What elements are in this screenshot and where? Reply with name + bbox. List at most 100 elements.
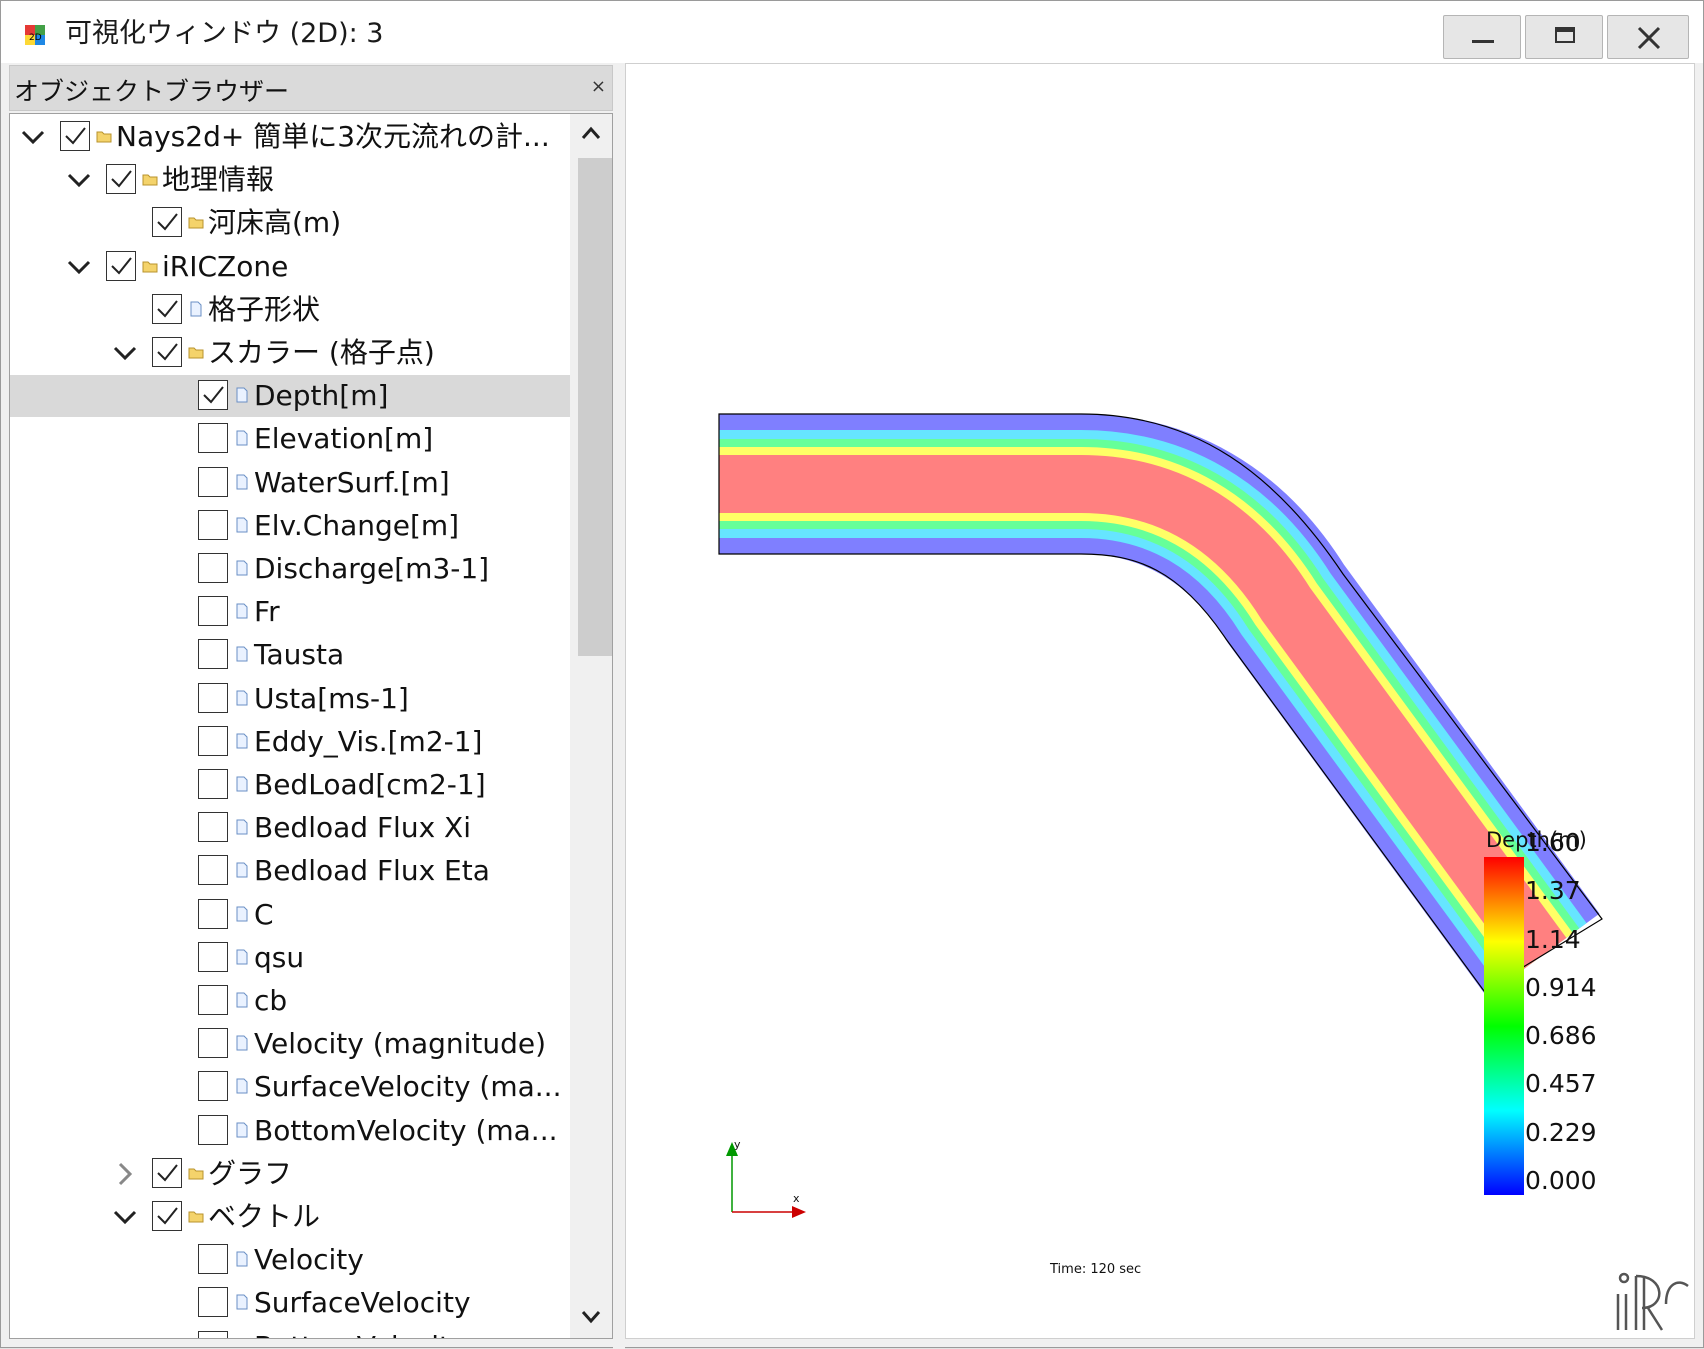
- tree-item-checkbox[interactable]: [106, 164, 136, 195]
- chevron-down-icon[interactable]: [112, 340, 138, 366]
- tree-item-label: Depth[m]: [254, 379, 389, 413]
- object-browser-close-button[interactable]: ×: [590, 76, 606, 97]
- tree-item-checkbox[interactable]: [198, 1028, 228, 1059]
- tree-item-label: 格子形状: [208, 292, 321, 326]
- tree-item[interactable]: Fr: [10, 591, 570, 633]
- tree-item[interactable]: Depth[m]: [10, 375, 570, 418]
- tree-item[interactable]: Bedload Flux Xi: [10, 807, 570, 849]
- tree-item[interactable]: WaterSurf.[m]: [10, 462, 570, 504]
- tree-item[interactable]: cb: [10, 980, 570, 1022]
- tree-item-label: Usta[ms-1]: [254, 681, 409, 715]
- tree-item[interactable]: 河床高(m): [10, 202, 570, 244]
- tree-item[interactable]: Usta[ms-1]: [10, 678, 570, 720]
- tree-item[interactable]: iRICZone: [10, 246, 570, 288]
- document-icon: [236, 906, 248, 922]
- tree-item[interactable]: C: [10, 894, 570, 936]
- tree-item-checkbox[interactable]: [198, 509, 228, 540]
- chevron-down-icon[interactable]: [20, 124, 46, 150]
- title-bar[interactable]: 2D 可視化ウィンドウ (2D): 3: [1, 1, 1703, 63]
- tree-item[interactable]: Elv.Change[m]: [10, 505, 570, 547]
- tree-item-checkbox[interactable]: [106, 250, 136, 281]
- chevron-right-icon[interactable]: [112, 1161, 138, 1187]
- tree-item[interactable]: qsu: [10, 937, 570, 979]
- tree-item[interactable]: スカラー (格子点): [10, 332, 570, 374]
- tree-item-checkbox[interactable]: [198, 1114, 228, 1145]
- tree-item[interactable]: Elevation[m]: [10, 418, 570, 460]
- tree-item-checkbox[interactable]: [152, 1201, 182, 1231]
- tree-item[interactable]: BottomVelocity (ma...: [10, 1110, 570, 1152]
- tree-item[interactable]: SurfaceVelocity: [10, 1282, 570, 1324]
- document-icon: [236, 474, 248, 490]
- scroll-down-icon[interactable]: [570, 1298, 612, 1338]
- tree-item[interactable]: BottomVelocity: [10, 1326, 570, 1338]
- document-icon: [236, 1251, 248, 1267]
- tree-item[interactable]: Velocity: [10, 1239, 570, 1281]
- vertical-scrollbar[interactable]: [570, 114, 612, 1338]
- tree-item[interactable]: Eddy_Vis.[m2-1]: [10, 721, 570, 763]
- tree-item-checkbox[interactable]: [152, 293, 182, 324]
- tree-item-label: Velocity: [254, 1243, 364, 1277]
- tree-item[interactable]: 格子形状: [10, 289, 570, 331]
- svg-text:2D: 2D: [29, 33, 42, 43]
- tree-item-checkbox[interactable]: [198, 725, 228, 756]
- tree-item[interactable]: Tausta: [10, 634, 570, 676]
- tree-item[interactable]: BedLoad[cm2-1]: [10, 764, 570, 806]
- tree-item-checkbox[interactable]: [198, 553, 228, 583]
- restore-button[interactable]: [1525, 15, 1603, 59]
- close-window-button[interactable]: [1607, 15, 1689, 59]
- tree-item-label: WaterSurf.[m]: [254, 465, 450, 499]
- tree-item-checkbox[interactable]: [152, 1157, 182, 1188]
- tree-item-checkbox[interactable]: [198, 682, 228, 713]
- tree-item-checkbox[interactable]: [198, 1071, 228, 1102]
- tree-item[interactable]: グラフ: [10, 1153, 570, 1195]
- tree-item-checkbox[interactable]: [198, 812, 228, 843]
- tree-item-checkbox[interactable]: [152, 207, 182, 238]
- tree-item-checkbox[interactable]: [198, 639, 228, 670]
- scrollbar-thumb[interactable]: [578, 158, 612, 656]
- document-icon: [236, 776, 248, 792]
- tree-item[interactable]: ベクトル: [10, 1196, 570, 1238]
- tree-item[interactable]: SurfaceVelocity (ma...: [10, 1066, 570, 1108]
- axis-y-label: y: [734, 1138, 741, 1151]
- document-icon: [236, 733, 248, 749]
- legend-tick-label: 0.914: [1525, 972, 1597, 1002]
- tree-item[interactable]: Discharge[m3-1]: [10, 548, 570, 590]
- iric-logo: [1616, 1272, 1689, 1331]
- folder-icon: [188, 217, 204, 229]
- tree-item[interactable]: 地理情報: [10, 159, 570, 201]
- document-icon: [236, 1078, 248, 1094]
- tree-item[interactable]: Bedload Flux Eta: [10, 850, 570, 892]
- chevron-down-icon[interactable]: [112, 1204, 138, 1230]
- tree-item-checkbox[interactable]: [198, 380, 228, 411]
- tree-item-checkbox[interactable]: [198, 855, 228, 886]
- tree-item-checkbox[interactable]: [152, 337, 182, 367]
- 2d-viewport[interactable]: Depth(m) 1.60 1.37 1.14 0.914 0.686 0.457 0.22…: [625, 63, 1695, 1339]
- tree-item-checkbox[interactable]: [60, 121, 90, 151]
- tree-item-label: Nays2d+ 簡単に3次元流れの計...: [116, 120, 550, 153]
- scroll-up-icon[interactable]: [570, 114, 612, 154]
- minimize-icon: [1472, 40, 1494, 43]
- tree-item-label: スカラー (格子点): [208, 336, 435, 369]
- tree-item-label: Elv.Change[m]: [254, 508, 460, 542]
- tree-item-checkbox[interactable]: [198, 898, 228, 929]
- tree-item[interactable]: Velocity (magnitude): [10, 1023, 570, 1065]
- document-icon: [236, 560, 248, 576]
- folder-icon: [142, 261, 158, 273]
- axes-indicator: [726, 1142, 806, 1218]
- tree-item-checkbox[interactable]: [198, 466, 228, 497]
- tree-item-checkbox[interactable]: [198, 1330, 228, 1338]
- tree-item-checkbox[interactable]: [198, 1287, 228, 1318]
- panel-splitter[interactable]: [613, 63, 625, 1349]
- chevron-down-icon[interactable]: [66, 167, 92, 193]
- chevron-down-icon[interactable]: [66, 254, 92, 280]
- tree-item[interactable]: Nays2d+ 簡単に3次元流れの計...: [10, 116, 570, 158]
- tree-item-checkbox[interactable]: [198, 1244, 228, 1275]
- tree-item-checkbox[interactable]: [198, 596, 228, 627]
- channel-outline: [718, 413, 1603, 992]
- minimize-button[interactable]: [1443, 15, 1521, 59]
- tree-item-checkbox[interactable]: [198, 941, 228, 972]
- tree-item-checkbox[interactable]: [198, 985, 228, 1015]
- tree-item-checkbox[interactable]: [198, 769, 228, 799]
- tree-item-checkbox[interactable]: [198, 423, 228, 454]
- object-browser-tree[interactable]: Nays2d+ 簡単に3次元流れの計... 地理情報 河床高(m) iRICZone 格…: [9, 113, 613, 1339]
